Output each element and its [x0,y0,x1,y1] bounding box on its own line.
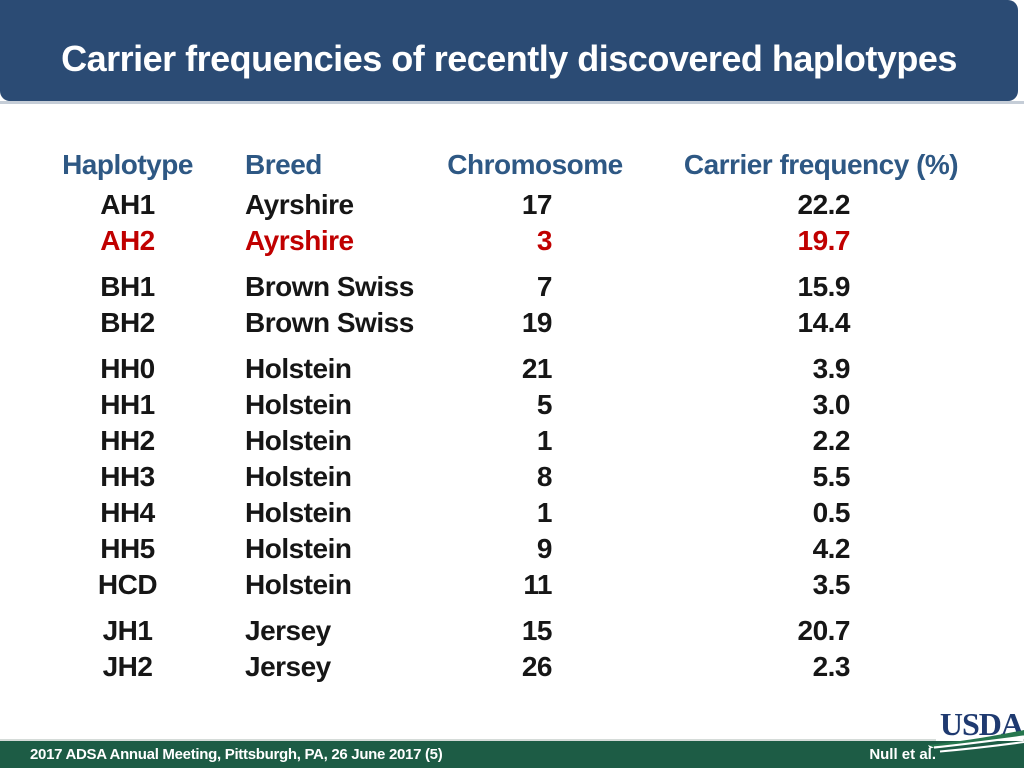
cell-chromosome: 11 [523,569,552,600]
cell-haplotype: AH1 [100,189,155,220]
cell-haplotype: HH1 [100,389,155,420]
cell-carrier-frequency: 2.2 [812,425,851,456]
cell-breed: Brown Swiss [245,307,414,338]
cell-chromosome: 15 [521,615,553,646]
cell-chromosome: 3 [536,225,553,256]
cell-chromosome: 7 [536,271,553,302]
cell-breed: Holstein [245,353,352,384]
cell-chromosome: 9 [536,533,553,564]
cell-breed: Holstein [245,425,352,456]
cell-carrier-frequency: 15.9 [797,271,851,302]
footer-bar: 2017 ADSA Annual Meeting, Pittsburgh, PA… [0,739,1024,768]
cell-carrier-frequency: 2.3 [812,651,851,682]
cell-carrier-frequency: 3.5 [812,569,851,600]
cell-haplotype: BH2 [100,307,155,338]
footer-citation: 2017 ADSA Annual Meeting, Pittsburgh, PA… [30,746,443,763]
cell-carrier-frequency: 0.5 [812,497,851,528]
cell-carrier-frequency: 14.4 [797,307,851,338]
title-bar: Carrier frequencies of recently discover… [0,0,1018,101]
cell-carrier-frequency: 5.5 [812,461,851,492]
cell-haplotype: HH4 [100,497,155,528]
cell-haplotype: AH2 [100,225,155,256]
title-underline [0,101,1024,104]
cell-chromosome: 26 [521,651,553,682]
cell-haplotype: HH5 [100,533,155,564]
slide-title: Carrier frequencies of recently discover… [61,37,957,79]
cell-carrier-frequency: 20.7 [797,615,851,646]
table-row: HH3 Holstein 8 5.5 [0,459,1024,495]
cell-haplotype: HH2 [100,425,155,456]
column-header-haplotype: Haplotype [62,149,193,180]
cell-breed: Ayrshire [245,189,354,220]
cell-breed: Holstein [245,389,352,420]
cell-carrier-frequency: 3.0 [812,389,851,420]
table-row: HH0 Holstein 21 3.9 [0,351,1024,387]
footer-authors: Null et al. [869,746,936,763]
table-row: HCD Holstein 11 3.5 [0,567,1024,603]
cell-carrier-frequency: 3.9 [812,353,851,384]
haplotype-table: Haplotype Breed Chromosome Carrier frequ… [0,145,1024,685]
table-row: AH2 Ayrshire 3 19.7 [0,223,1024,259]
cell-haplotype: JH2 [102,651,153,682]
table-row: HH2 Holstein 1 2.2 [0,423,1024,459]
table-row: JH2 Jersey 26 2.3 [0,649,1024,685]
table-row: HH4 Holstein 1 0.5 [0,495,1024,531]
table-row: BH2 Brown Swiss 19 14.4 [0,305,1024,341]
cell-haplotype: HCD [97,569,158,600]
cell-chromosome: 5 [536,389,553,420]
cell-haplotype: HH3 [100,461,155,492]
cell-breed: Holstein [245,569,352,600]
cell-breed: Brown Swiss [245,271,414,302]
cell-breed: Holstein [245,497,352,528]
cell-breed: Holstein [245,533,352,564]
cell-haplotype: HH0 [100,353,155,384]
table-row: JH1 Jersey 15 20.7 [0,613,1024,649]
cell-haplotype: BH1 [100,271,155,302]
table-body: AH1 Ayrshire 17 22.2 AH2 Ayrshire 3 19.7… [0,187,1024,685]
cell-breed: Holstein [245,461,352,492]
table-row: BH1 Brown Swiss 7 15.9 [0,269,1024,305]
cell-chromosome: 21 [521,353,553,384]
cell-chromosome: 8 [536,461,553,492]
cell-chromosome: 1 [536,425,553,456]
cell-chromosome: 17 [521,189,553,220]
table-header-row: Haplotype Breed Chromosome Carrier frequ… [0,145,1024,185]
usda-swoosh-icon [928,730,1024,753]
table-row: AH1 Ayrshire 17 22.2 [0,187,1024,223]
cell-chromosome: 1 [536,497,553,528]
cell-breed: Jersey [245,651,331,682]
cell-breed: Jersey [245,615,331,646]
cell-haplotype: JH1 [102,615,153,646]
cell-chromosome: 19 [521,307,553,338]
column-header-carrier-frequency: Carrier frequency (%) [683,149,959,180]
column-header-breed: Breed [245,149,322,180]
cell-breed: Ayrshire [245,225,354,256]
table-row: HH5 Holstein 9 4.2 [0,531,1024,567]
cell-carrier-frequency: 22.2 [797,189,851,220]
column-header-chromosome: Chromosome [447,149,623,180]
usda-logo: USDA [928,695,1024,768]
cell-carrier-frequency: 19.7 [797,225,851,256]
cell-carrier-frequency: 4.2 [812,533,851,564]
table-row: HH1 Holstein 5 3.0 [0,387,1024,423]
